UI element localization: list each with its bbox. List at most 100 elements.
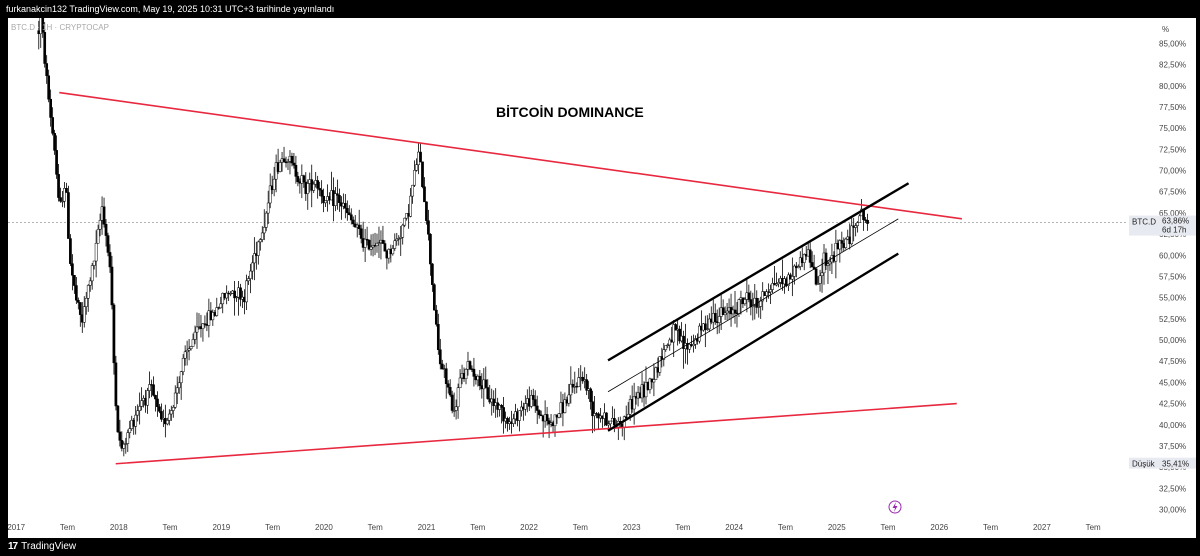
candle-body xyxy=(75,285,78,301)
candle-body xyxy=(251,262,254,272)
candle-body xyxy=(156,398,159,408)
candle-body xyxy=(703,323,707,330)
candle-body xyxy=(338,195,341,203)
tv-icon: 17 xyxy=(8,541,18,552)
x-tick-label: 2019 xyxy=(212,523,230,532)
candle-body xyxy=(167,413,171,421)
trendline[interactable] xyxy=(607,218,899,393)
candle-body xyxy=(175,387,179,394)
candle-body xyxy=(854,225,858,228)
candle-body xyxy=(148,384,151,391)
x-tick-label: Tem xyxy=(368,523,383,532)
low-label: Düşük xyxy=(1132,460,1156,469)
chart-title: BİTCOİN DOMINANCE xyxy=(496,104,644,120)
candle-body xyxy=(840,240,844,244)
candle-body xyxy=(682,335,685,349)
x-tick-label: 2024 xyxy=(725,523,743,532)
y-tick-label: 55,00% xyxy=(1159,294,1186,303)
candle-body xyxy=(282,158,286,163)
y-tick-label: 80,00% xyxy=(1159,82,1186,91)
y-tick-label: 37,50% xyxy=(1159,442,1186,451)
x-tick-label: 2027 xyxy=(1033,523,1051,532)
candle-body xyxy=(713,313,717,322)
candle-body xyxy=(537,410,541,416)
trendline[interactable] xyxy=(115,402,957,465)
x-tick-label: 2026 xyxy=(930,523,948,532)
candle-body xyxy=(393,240,397,249)
candle-body xyxy=(571,383,575,388)
candle-body xyxy=(118,431,122,441)
candle-body xyxy=(535,405,539,411)
trendline[interactable] xyxy=(59,91,963,220)
candle-body xyxy=(134,414,138,427)
candle-body xyxy=(698,325,701,342)
symbol-label: BTC.D · 1H · CRYPTOCAP xyxy=(11,23,109,32)
candle-body xyxy=(286,161,290,163)
candle-body xyxy=(173,392,177,408)
candle-body xyxy=(128,428,132,433)
candle-body xyxy=(399,236,403,239)
candle-body xyxy=(110,266,114,306)
candle-body xyxy=(569,383,573,396)
candle-body xyxy=(76,299,80,303)
candle-body xyxy=(98,220,102,230)
candle-body xyxy=(545,414,549,421)
candle-body xyxy=(65,188,68,193)
candle-body xyxy=(518,410,521,421)
candle-body xyxy=(810,262,814,268)
x-tick-label: Tem xyxy=(162,523,177,532)
chart-canvas[interactable]: 85,00% 82,50% 80,00% 77,50% 75,00% 72,50% 70,0… xyxy=(7,3,1199,538)
x-tick-label: 2018 xyxy=(110,523,128,532)
trendline[interactable] xyxy=(607,182,910,362)
candle-body xyxy=(292,162,296,166)
candle-body xyxy=(577,377,581,387)
lightning-icon[interactable] xyxy=(888,500,902,514)
candle-body xyxy=(589,388,592,402)
candle-body xyxy=(154,395,157,400)
candle-body xyxy=(122,443,126,449)
candle-body xyxy=(658,356,662,373)
candle-body xyxy=(195,326,199,333)
y-tick-label: 45,00% xyxy=(1159,378,1186,387)
y-tick-label: 82,50% xyxy=(1159,61,1186,70)
candle-body xyxy=(347,212,351,215)
candle-body xyxy=(221,292,225,305)
tradingview-logo[interactable]: 17 TradingView xyxy=(8,538,76,556)
candle-body xyxy=(613,418,616,426)
candle-body xyxy=(302,175,306,183)
candle-body xyxy=(165,420,169,425)
candle-body xyxy=(235,296,238,299)
candle-body xyxy=(433,284,436,311)
x-tick-label: Tem xyxy=(675,523,690,532)
percent-label: % xyxy=(1162,25,1169,34)
candle-body xyxy=(61,200,64,203)
candle-body xyxy=(90,265,94,282)
candle-body xyxy=(450,394,454,411)
trendline[interactable] xyxy=(607,252,899,432)
x-tick-label: 2020 xyxy=(315,523,333,532)
candle-body xyxy=(411,184,414,197)
candle-body xyxy=(312,183,316,191)
candle-body xyxy=(787,274,790,286)
candle-body xyxy=(672,324,676,343)
candle-body xyxy=(395,238,399,242)
candle-body xyxy=(438,349,442,365)
candle-body xyxy=(723,312,727,316)
candle-body xyxy=(146,390,149,406)
y-tick-label: 47,50% xyxy=(1159,357,1186,366)
candle-body xyxy=(124,443,128,445)
candle-body xyxy=(707,318,711,330)
candle-body xyxy=(492,398,496,406)
candle-body xyxy=(856,222,859,226)
candle-body xyxy=(858,215,861,223)
candle-body xyxy=(363,238,367,248)
y-tick-label: 40,00% xyxy=(1159,421,1186,430)
candle-body xyxy=(828,261,832,265)
candle-body xyxy=(177,382,181,389)
candle-body xyxy=(593,413,596,417)
candle-body xyxy=(678,328,681,342)
y-tick-label: 65,00% xyxy=(1159,209,1186,218)
y-tick-label: 42,50% xyxy=(1159,400,1186,409)
candle-body xyxy=(47,75,51,100)
candle-body xyxy=(69,238,72,264)
